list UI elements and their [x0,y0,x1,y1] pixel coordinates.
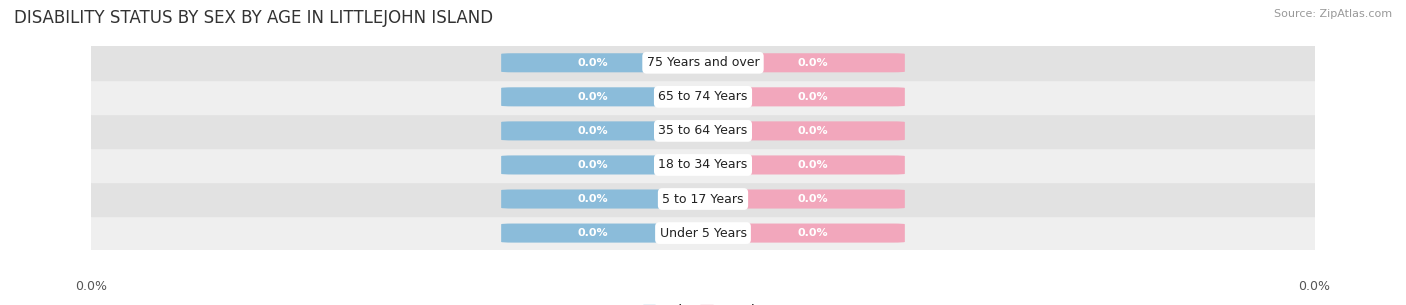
FancyBboxPatch shape [721,224,905,242]
Text: 65 to 74 Years: 65 to 74 Years [658,90,748,103]
Bar [91,182,1315,216]
Text: 0.0%: 0.0% [578,228,609,238]
Text: 0.0%: 0.0% [797,160,828,170]
FancyBboxPatch shape [501,53,685,72]
Text: 0.0%: 0.0% [578,160,609,170]
Text: 0.0%: 0.0% [797,92,828,102]
Bar [91,216,1315,250]
Text: Under 5 Years: Under 5 Years [659,227,747,239]
Text: 18 to 34 Years: 18 to 34 Years [658,159,748,171]
FancyBboxPatch shape [721,156,905,174]
Text: 0.0%: 0.0% [578,194,609,204]
Text: Source: ZipAtlas.com: Source: ZipAtlas.com [1274,9,1392,19]
Bar [91,80,1315,114]
FancyBboxPatch shape [501,121,685,140]
Text: 0.0%: 0.0% [797,194,828,204]
Text: 0.0%: 0.0% [797,58,828,68]
FancyBboxPatch shape [721,189,905,209]
Text: 35 to 64 Years: 35 to 64 Years [658,124,748,137]
FancyBboxPatch shape [721,121,905,140]
FancyBboxPatch shape [501,189,685,209]
Text: DISABILITY STATUS BY SEX BY AGE IN LITTLEJOHN ISLAND: DISABILITY STATUS BY SEX BY AGE IN LITTL… [14,9,494,27]
FancyBboxPatch shape [501,156,685,174]
FancyBboxPatch shape [721,53,905,72]
FancyBboxPatch shape [501,224,685,242]
Text: 0.0%: 0.0% [797,126,828,136]
Text: 0.0%: 0.0% [578,92,609,102]
Legend: Male, Female: Male, Female [638,299,768,305]
Text: 0.0%: 0.0% [1299,280,1330,293]
Bar [91,46,1315,80]
Text: 75 Years and over: 75 Years and over [647,56,759,69]
FancyBboxPatch shape [721,87,905,106]
Text: 0.0%: 0.0% [76,280,107,293]
Bar [91,148,1315,182]
Bar [91,114,1315,148]
Text: 0.0%: 0.0% [797,228,828,238]
Text: 0.0%: 0.0% [578,126,609,136]
Text: 5 to 17 Years: 5 to 17 Years [662,192,744,206]
Text: 0.0%: 0.0% [578,58,609,68]
FancyBboxPatch shape [501,87,685,106]
